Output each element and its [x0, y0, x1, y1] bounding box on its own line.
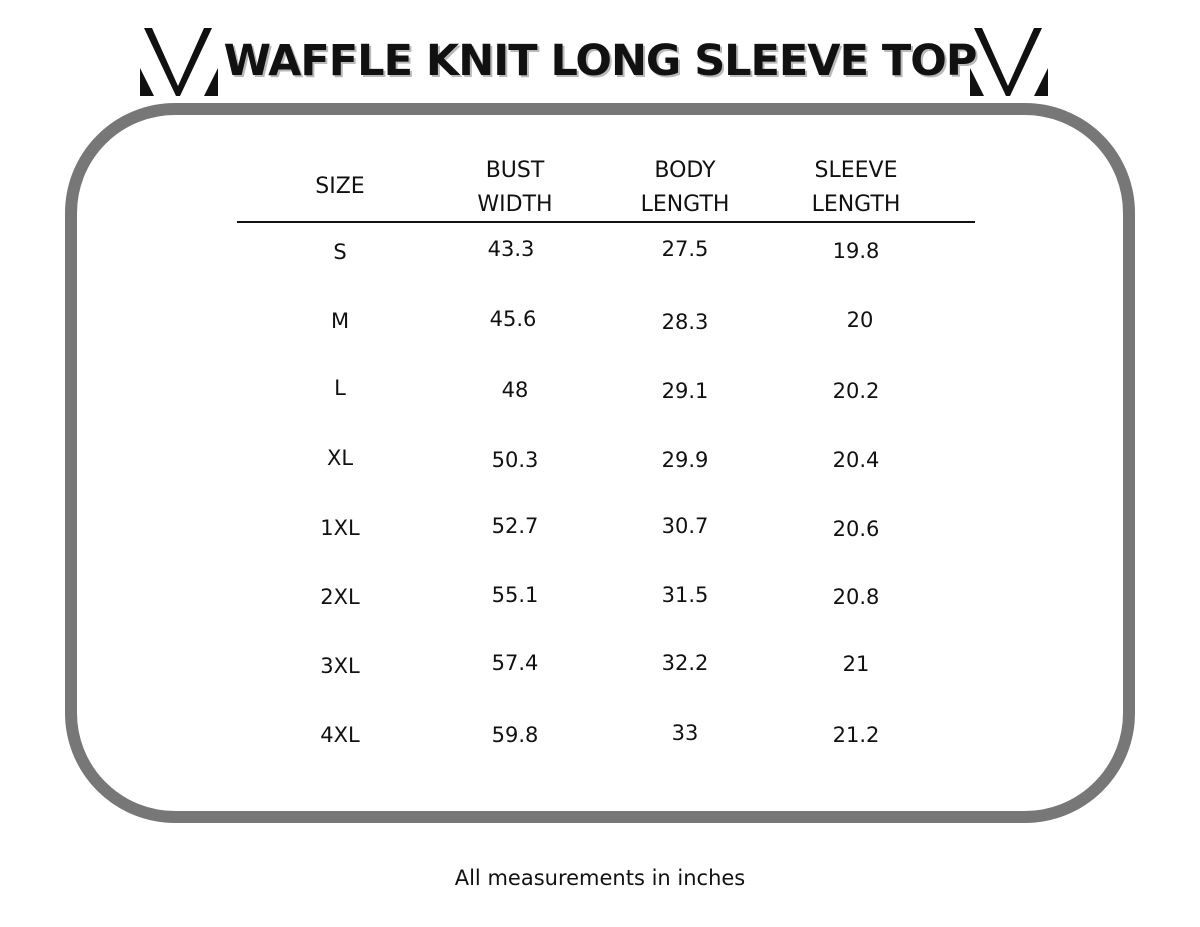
- bust-cell: 45.6: [489, 307, 537, 331]
- size-cell: 3XL: [320, 654, 360, 678]
- v-monogram-icon: [140, 28, 218, 96]
- bust-cell: 59.8: [491, 723, 539, 747]
- body-cell: 29.1: [661, 379, 709, 403]
- sleeve-cell: 20: [846, 308, 874, 332]
- size-cell: 1XL: [320, 516, 360, 540]
- bust-cell: 57.4: [491, 651, 539, 675]
- size-cell: L: [334, 376, 346, 400]
- body-cell: 27.5: [661, 237, 709, 261]
- column-header-sleeve-length: SLEEVE LENGTH: [811, 158, 901, 217]
- column-header-size: SIZE: [315, 174, 365, 199]
- body-cell: 28.3: [661, 310, 709, 334]
- sleeve-cell: 20.4: [832, 448, 880, 472]
- body-cell: 33: [671, 721, 699, 745]
- sleeve-cell: 21.2: [832, 723, 880, 747]
- bust-cell: 48: [501, 378, 529, 402]
- bust-cell: 43.3: [487, 237, 535, 261]
- body-cell: 30.7: [661, 514, 709, 538]
- column-header-bust-width: BUST WIDTH: [477, 158, 553, 217]
- header-divider: [237, 221, 975, 223]
- bust-cell: 55.1: [491, 583, 539, 607]
- size-cell: M: [330, 309, 350, 333]
- v-monogram-icon: [970, 28, 1048, 96]
- sleeve-cell: 20.2: [832, 379, 880, 403]
- body-cell: 29.9: [661, 448, 709, 472]
- sleeve-cell: 21: [842, 652, 870, 676]
- bust-cell: 50.3: [491, 448, 539, 472]
- body-cell: 32.2: [661, 651, 709, 675]
- sleeve-cell: 20.8: [832, 585, 880, 609]
- bust-cell: 52.7: [491, 514, 539, 538]
- size-cell: 4XL: [320, 723, 360, 747]
- column-header-body-length: BODY LENGTH: [640, 158, 730, 217]
- body-cell: 31.5: [661, 583, 709, 607]
- size-cell: XL: [326, 446, 354, 470]
- page-title: WAFFLE KNIT LONG SLEEVE TOP: [223, 36, 978, 86]
- size-cell: S: [333, 240, 347, 264]
- measurement-note: All measurements in inches: [454, 866, 746, 890]
- sleeve-cell: 20.6: [832, 517, 880, 541]
- size-chart-frame: [65, 103, 1135, 823]
- size-cell: 2XL: [320, 585, 360, 609]
- sleeve-cell: 19.8: [832, 239, 880, 263]
